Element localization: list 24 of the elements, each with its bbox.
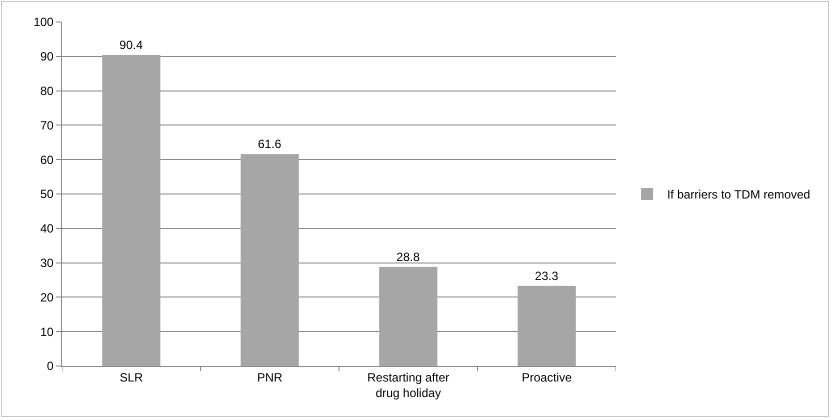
bar (379, 266, 438, 366)
y-tick-label: 20 (40, 290, 54, 304)
x-tick-label: PNR (257, 370, 283, 384)
y-tick-label: 100 (34, 15, 54, 30)
bar (102, 55, 160, 366)
y-tick-label: 70 (40, 118, 54, 132)
data-label: 23.3 (534, 268, 559, 283)
x-tick-label: SLR (120, 370, 144, 384)
data-label: 61.6 (258, 137, 282, 152)
legend-label: If barriers to TDM removed (667, 188, 810, 202)
data-label: 28.8 (396, 250, 420, 264)
y-tick-label: 80 (40, 84, 54, 98)
data-label: 90.4 (119, 38, 144, 52)
y-tick-label: 10 (40, 324, 54, 339)
y-tick-label: 50 (40, 187, 54, 202)
bar (518, 286, 576, 366)
x-tick-label: Restarting after drug holiday (367, 370, 450, 400)
y-tick-label: 30 (40, 256, 54, 270)
bar (240, 154, 299, 366)
y-tick-label: 40 (40, 222, 54, 236)
y-tick-label: 90 (40, 50, 54, 64)
y-tick-label: 60 (40, 152, 54, 167)
y-tick-label: 0 (46, 359, 54, 374)
x-tick-label: Proactive (522, 370, 572, 384)
